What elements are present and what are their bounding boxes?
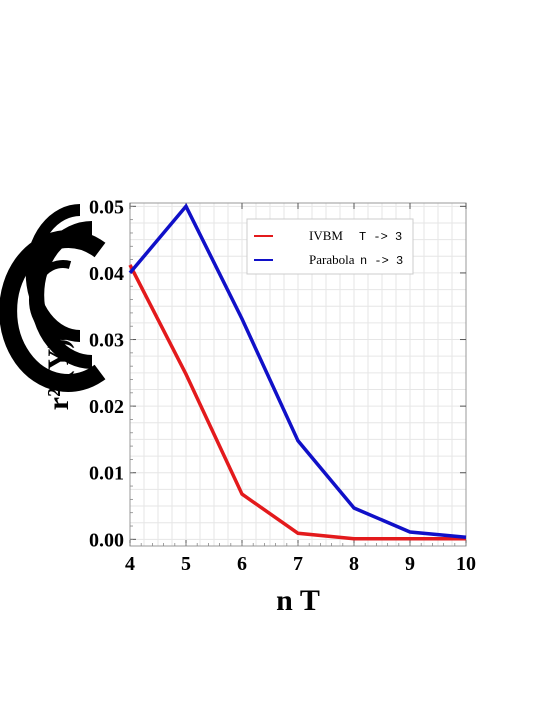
y-tick-label: 0.03 [89,330,124,352]
series-line-ivbm [128,264,466,541]
x-tick-label: 4 [125,553,135,575]
series-line-parabola [128,203,467,540]
y-tick-label: 0.05 [89,196,124,218]
x-axis-title: n T [276,584,320,617]
y-tick-label: 0.02 [89,396,124,418]
x-tick-label: 6 [237,553,247,575]
x-tick-label: 9 [405,553,415,575]
y-tick-label: 0.04 [89,263,124,285]
axis-ticks: 4 5 6 7 8 9 10 0.00 0.01 0.02 0.03 0.04 0.05 [89,196,476,575]
x-tick-label: 8 [349,553,359,575]
y-tick-label: 0.00 [89,529,124,551]
x-tick-label: 5 [181,553,191,575]
legend: IVBM T -> 3 Parabola n -> 3 [246,218,414,275]
y-tick-label: 0.01 [89,463,124,485]
x-tick-label: 7 [293,553,303,575]
legend-label-suffix: T -> 3 [359,230,402,244]
legend-box [246,218,414,275]
x-tick-label: 10 [456,553,476,575]
legend-label-suffix: n -> 3 [360,254,403,268]
series-lines [128,203,467,541]
decorative-arcs [0,204,106,392]
legend-label: IVBM [309,228,343,243]
legend-label: Parabola [309,252,355,267]
